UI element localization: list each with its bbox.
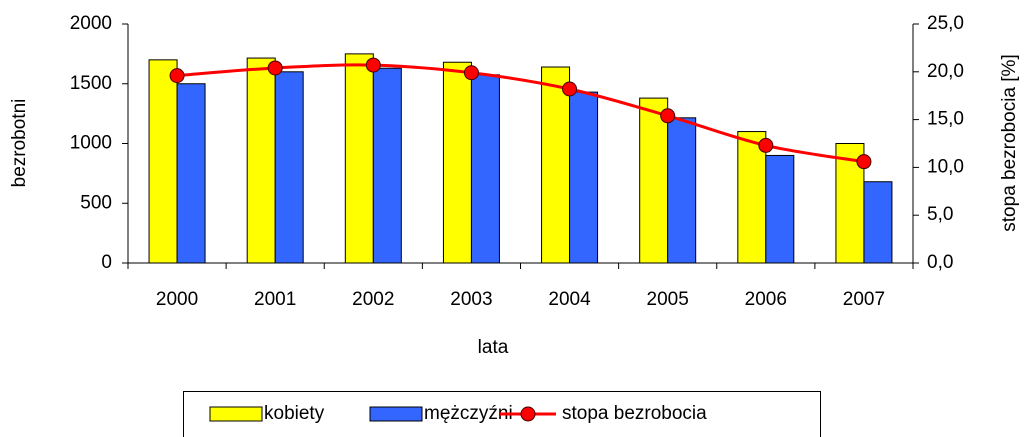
line-marker bbox=[758, 137, 774, 153]
y-axis-label: bezrobotni bbox=[9, 99, 30, 188]
bar bbox=[737, 131, 767, 264]
bar bbox=[344, 53, 374, 264]
y2-tick-label: 15,0 bbox=[927, 109, 964, 130]
y-tick-label: 1000 bbox=[70, 133, 112, 154]
bar bbox=[442, 61, 472, 264]
y2-tick-label: 20,0 bbox=[927, 61, 964, 82]
x-tick-label: 2001 bbox=[254, 289, 296, 310]
x-tick-label: 2004 bbox=[548, 289, 591, 310]
bar bbox=[569, 91, 599, 264]
bar bbox=[246, 57, 276, 264]
line-marker bbox=[856, 154, 872, 170]
y2-tick-label: 25,0 bbox=[927, 13, 964, 34]
y-tick-label: 1500 bbox=[70, 73, 112, 94]
y2-tick-label: 0,0 bbox=[927, 252, 953, 273]
x-tick-label: 2006 bbox=[745, 289, 787, 310]
x-axis-label: lata bbox=[478, 337, 509, 358]
x-tick-label: 2005 bbox=[647, 289, 689, 310]
y-tick-label: 0 bbox=[101, 252, 112, 273]
bar bbox=[274, 71, 304, 264]
x-tick-label: 2000 bbox=[156, 289, 198, 310]
line-marker bbox=[562, 81, 578, 97]
legend-swatch bbox=[520, 406, 536, 422]
legend-label: stopa bezrobocia bbox=[562, 403, 707, 424]
legend-label: kobiety bbox=[264, 403, 325, 424]
line-marker bbox=[660, 108, 676, 124]
x-tick-label: 2007 bbox=[843, 289, 885, 310]
x-tick-label: 2003 bbox=[450, 289, 492, 310]
line-marker bbox=[463, 65, 479, 81]
line-marker bbox=[365, 57, 381, 73]
y2-axis-label: stopa bezrobocia [%] bbox=[999, 54, 1020, 231]
bar bbox=[470, 74, 500, 264]
x-tick-label: 2002 bbox=[352, 289, 394, 310]
legend-swatch bbox=[369, 406, 423, 422]
line bbox=[176, 63, 865, 164]
y2-tick-label: 10,0 bbox=[927, 156, 964, 177]
y-tick-label: 500 bbox=[80, 192, 112, 213]
line-marker bbox=[267, 60, 283, 76]
bar bbox=[863, 181, 893, 264]
bar bbox=[639, 97, 669, 264]
legend-swatch bbox=[209, 406, 263, 422]
bar bbox=[372, 67, 402, 264]
bar bbox=[176, 83, 206, 264]
bar bbox=[541, 66, 571, 264]
legend-label: mężczyźni bbox=[424, 403, 513, 424]
y2-tick-label: 5,0 bbox=[927, 204, 953, 225]
line-marker bbox=[169, 68, 185, 84]
bar bbox=[148, 59, 178, 264]
bar bbox=[667, 117, 697, 264]
bar bbox=[765, 154, 795, 264]
y-tick-label: 2000 bbox=[70, 13, 112, 34]
